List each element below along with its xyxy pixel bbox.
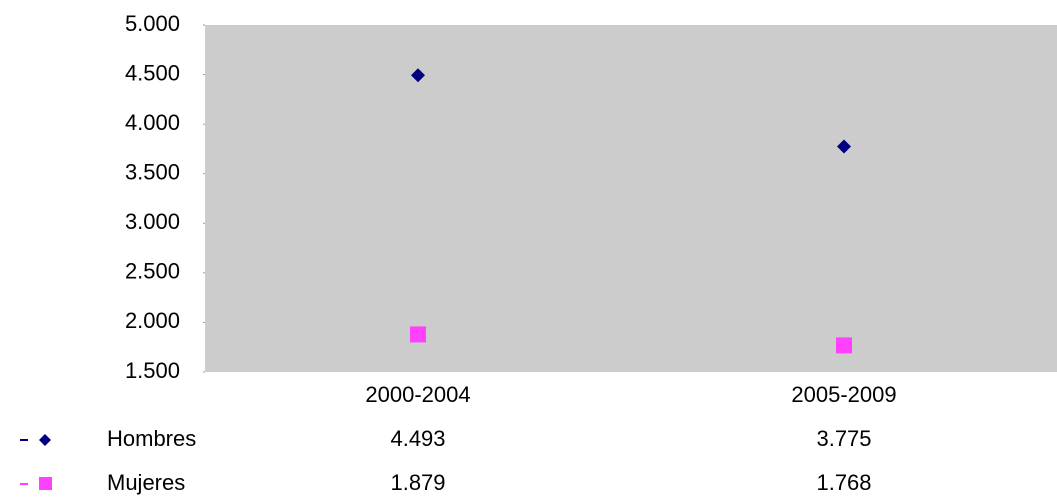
y-tick-label: 3.500 xyxy=(125,160,180,185)
legend-marker xyxy=(39,477,52,490)
y-tick-label: 2.500 xyxy=(125,259,180,284)
table-value: 1.879 xyxy=(390,470,445,495)
marker xyxy=(411,68,425,83)
y-tick-label: 3.000 xyxy=(125,209,180,234)
table-value: 4.493 xyxy=(390,426,445,451)
y-tick-label: 4.000 xyxy=(125,110,180,135)
marker xyxy=(836,337,852,354)
legend-label: Hombres xyxy=(107,426,196,451)
legend-marker xyxy=(39,434,51,446)
x-tick-label: 2000-2004 xyxy=(365,382,470,407)
x-tick-label: 2005-2009 xyxy=(791,382,896,407)
y-tick-label: 5.000 xyxy=(125,11,180,36)
plot-area xyxy=(205,25,1057,372)
marker xyxy=(837,139,851,154)
table-value: 3.775 xyxy=(816,426,871,451)
marker xyxy=(410,326,426,343)
table-value: 1.768 xyxy=(816,470,871,495)
y-tick-label: 4.500 xyxy=(125,60,180,85)
y-tick-label: 1.500 xyxy=(125,358,180,383)
y-tick-label: 2.000 xyxy=(125,308,180,333)
legend-label: Mujeres xyxy=(107,470,185,495)
